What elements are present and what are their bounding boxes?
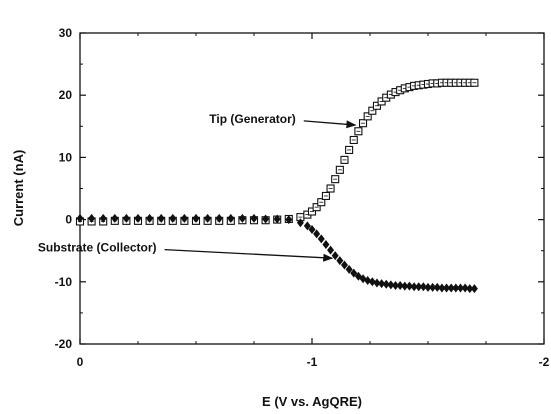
data-point-diamond [308, 225, 316, 235]
annotations: Tip (Generator) Substrate (Collector) [38, 112, 357, 262]
data-point-diamond [378, 279, 386, 289]
y-tick-label: -20 [55, 337, 73, 351]
data-point-diamond [122, 213, 130, 223]
x-tick-label: -2 [539, 355, 550, 369]
data-point-diamond [285, 215, 293, 225]
data-point-diamond [331, 251, 339, 261]
data-point-diamond [215, 213, 223, 223]
data-point-diamond [227, 213, 235, 223]
x-axis-title: E (V vs. AgQRE) [262, 394, 362, 409]
data-point-diamond [447, 283, 455, 293]
data-point-diamond [317, 234, 325, 244]
data-point-diamond [303, 221, 311, 231]
data-point-diamond [88, 213, 96, 223]
y-tick-label: 20 [59, 88, 73, 102]
data-point-diamond [364, 276, 372, 286]
data-point-diamond [401, 281, 409, 291]
data-point-diamond [443, 283, 451, 293]
data-points [75, 78, 479, 294]
y-tick-label: 0 [65, 213, 72, 227]
y-tick-label: 30 [59, 26, 73, 40]
data-point-diamond [313, 229, 321, 239]
y-tick-label: -10 [55, 275, 73, 289]
data-point-diamond [327, 245, 335, 255]
data-point-diamond [387, 280, 395, 290]
data-point-diamond [296, 218, 304, 228]
data-point-diamond [452, 283, 460, 293]
data-point-diamond [192, 213, 200, 223]
data-point-diamond [470, 284, 478, 294]
data-point-diamond [157, 213, 165, 223]
annotation-label: Tip (Generator) [209, 112, 295, 126]
data-point-diamond [368, 277, 376, 287]
annotation-label: Substrate (Collector) [38, 241, 157, 255]
data-point-diamond [336, 256, 344, 266]
data-point-diamond [461, 283, 469, 293]
data-point-diamond [262, 214, 270, 224]
data-point-diamond [350, 268, 358, 278]
data-point-diamond [433, 282, 441, 292]
data-point-diamond [396, 281, 404, 291]
y-tick-label: 10 [59, 150, 73, 164]
data-point-diamond [340, 260, 348, 270]
annotation-arrow [303, 120, 357, 129]
data-point-diamond [134, 213, 142, 223]
data-point-diamond [146, 213, 154, 223]
axis-ticks: -20 -10 0 10 20 30 0 -1 -2 [55, 26, 550, 369]
data-point-diamond [405, 281, 413, 291]
x-tick-label: 0 [77, 355, 84, 369]
data-point-diamond [169, 213, 177, 223]
annotation-arrow [164, 248, 334, 262]
data-point-diamond [382, 279, 390, 289]
data-point-diamond [111, 213, 119, 223]
data-point-diamond [415, 282, 423, 292]
data-point-diamond [466, 284, 474, 294]
data-point-diamond [456, 283, 464, 293]
data-point-diamond [424, 282, 432, 292]
data-point-diamond [429, 282, 437, 292]
data-point-diamond [419, 282, 427, 292]
data-point-diamond [204, 213, 212, 223]
data-point-diamond [392, 281, 400, 291]
x-tick-label: -1 [307, 355, 318, 369]
data-point-diamond [273, 214, 281, 224]
data-point-diamond [373, 278, 381, 288]
data-point-diamond [438, 283, 446, 293]
data-point-diamond [180, 213, 188, 223]
data-point-diamond [250, 213, 258, 223]
data-point-diamond [238, 213, 246, 223]
y-axis-title: Current (nA) [11, 150, 26, 227]
data-point-diamond [345, 264, 353, 274]
data-point-diamond [76, 213, 84, 223]
data-point-diamond [99, 213, 107, 223]
data-point-diamond [322, 239, 330, 249]
data-point-diamond [410, 282, 418, 292]
